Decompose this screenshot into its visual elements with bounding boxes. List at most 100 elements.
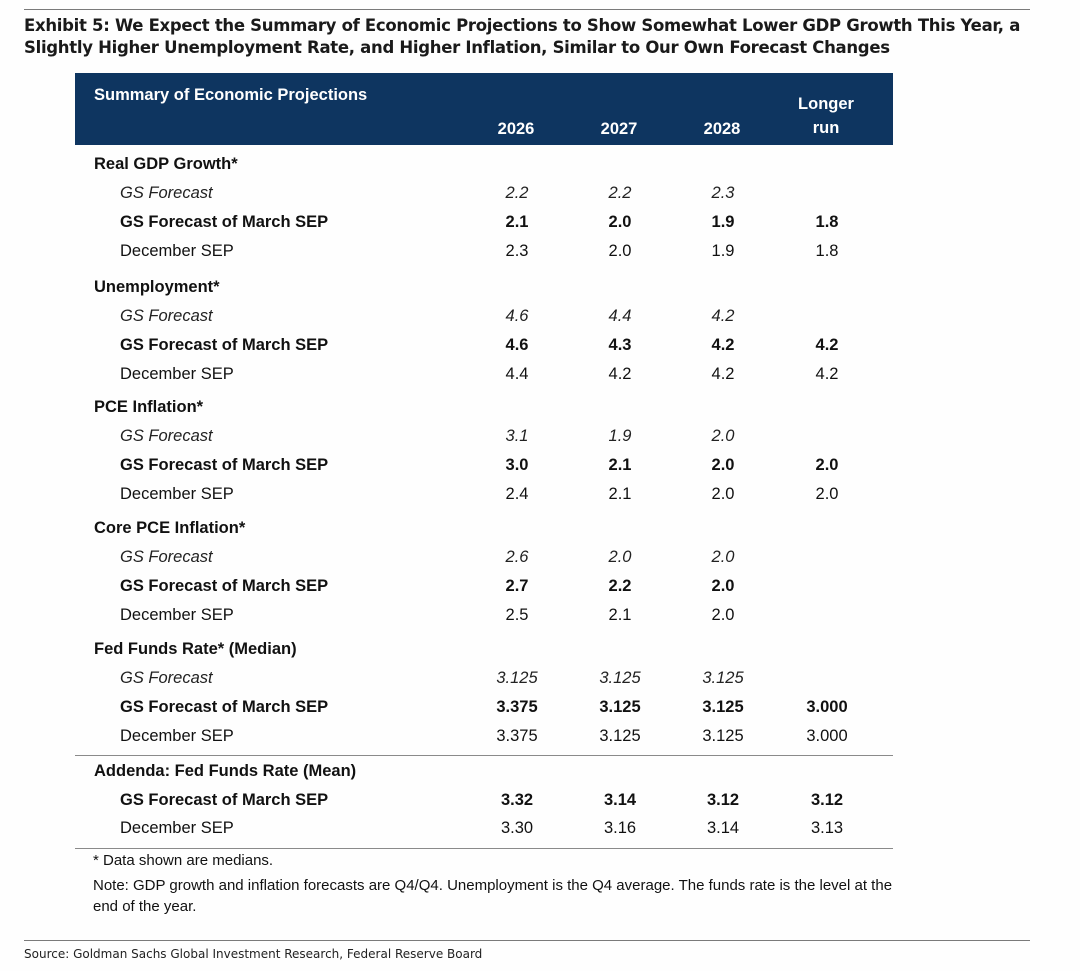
table-row: December SEP 3.375 3.125 3.125 3.000	[120, 727, 900, 749]
cell-value: 3.125	[599, 698, 641, 716]
cell-value: 4.2	[711, 365, 735, 383]
cell-value: 2.0	[711, 548, 735, 566]
notes-divider	[75, 848, 893, 849]
row-label: GS Forecast	[120, 548, 213, 566]
table-row: GS Forecast of March SEP 3.32 3.14 3.12 3.12	[120, 791, 900, 813]
table-row: GS Forecast of March SEP 2.1 2.0 1.9 1.8	[120, 213, 900, 235]
table-header: Summary of Economic Projections 2026 202…	[75, 73, 893, 145]
cell-value: 1.9	[711, 242, 735, 260]
cell-value: 3.125	[599, 669, 641, 687]
table-row: December SEP 3.30 3.16 3.14 3.13	[120, 819, 900, 841]
cell-value: 2.2	[608, 577, 632, 595]
row-label: GS Forecast of March SEP	[120, 213, 329, 231]
cell-value: 2.3	[505, 242, 529, 260]
cell-value: 4.6	[505, 307, 529, 325]
addenda-divider	[75, 755, 893, 756]
cell-value: 2.0	[608, 548, 632, 566]
row-label: GS Forecast of March SEP	[120, 791, 329, 809]
row-label: GS Forecast	[120, 427, 213, 445]
row-label: December SEP	[120, 485, 234, 503]
cell-value: 2.1	[505, 213, 529, 231]
cell-value: 4.2	[815, 365, 839, 383]
cell-value: 4.6	[505, 336, 529, 354]
cell-value: 2.4	[505, 485, 529, 503]
section-title: Addenda: Fed Funds Rate (Mean)	[94, 762, 357, 780]
cell-value: 3.0	[505, 456, 529, 474]
source-line: Source: Goldman Sachs Global Investment …	[24, 947, 483, 961]
cell-value: 3.125	[702, 669, 744, 687]
section-title: Unemployment*	[94, 278, 220, 296]
cell-value: 2.0	[608, 213, 632, 231]
cell-value: 3.125	[496, 669, 538, 687]
cell-value: 2.0	[711, 427, 735, 445]
note-text: Note: GDP growth and inflation forecasts…	[93, 877, 893, 915]
row-label: GS Forecast	[120, 184, 213, 202]
row-label: GS Forecast of March SEP	[120, 577, 329, 595]
cell-value: 3.14	[603, 791, 637, 809]
col-header-2027: 2027	[600, 120, 638, 138]
cell-value: 2.1	[608, 456, 632, 474]
row-label: December SEP	[120, 365, 234, 383]
cell-value: 2.0	[711, 606, 735, 624]
row-label: December SEP	[120, 727, 234, 745]
cell-value: 3.000	[806, 727, 848, 745]
cell-value: 3.125	[702, 727, 744, 745]
top-rule	[24, 9, 1030, 10]
col-header-2026: 2026	[497, 120, 535, 138]
cell-value: 2.0	[711, 456, 735, 474]
row-label: December SEP	[120, 242, 234, 260]
cell-value: 3.13	[810, 819, 844, 837]
cell-value: 1.9	[608, 427, 632, 445]
table-row: December SEP 2.3 2.0 1.9 1.8	[120, 242, 900, 264]
section-title: PCE Inflation*	[94, 398, 204, 416]
longer-run-line-1: Longer	[798, 95, 854, 113]
cell-value: 4.4	[608, 307, 632, 325]
cell-value: 2.6	[505, 548, 529, 566]
section-title: Real GDP Growth*	[94, 155, 238, 173]
row-label: GS Forecast	[120, 307, 213, 325]
row-label: GS Forecast	[120, 669, 213, 687]
table-row: GS Forecast of March SEP 3.375 3.125 3.125 3…	[120, 698, 900, 720]
longer-run-line-2: run	[812, 119, 840, 137]
section-title: Fed Funds Rate* (Median)	[94, 640, 297, 658]
cell-value: 4.2	[815, 336, 839, 354]
cell-value: 2.1	[608, 606, 632, 624]
table-row: December SEP 4.4 4.2 4.2 4.2	[120, 365, 900, 387]
cell-value: 2.2	[608, 184, 632, 202]
table-row: GS Forecast 4.6 4.4 4.2	[120, 307, 900, 329]
table-row: GS Forecast 3.125 3.125 3.125	[120, 669, 900, 691]
exhibit-title: Exhibit 5: We Expect the Summary of Econ…	[24, 16, 1021, 57]
row-label: December SEP	[120, 819, 234, 837]
cell-value: 3.1	[505, 427, 529, 445]
cell-value: 2.7	[505, 577, 529, 595]
cell-value: 3.12	[810, 791, 844, 809]
cell-value: 1.9	[711, 213, 735, 231]
cell-value: 3.30	[500, 819, 534, 837]
cell-value: 3.375	[496, 698, 538, 716]
cell-value: 4.2	[711, 307, 735, 325]
bottom-rule	[24, 940, 1030, 941]
cell-value: 3.000	[806, 698, 848, 716]
table-row: GS Forecast of March SEP 2.7 2.2 2.0	[120, 577, 900, 599]
cell-value: 2.0	[815, 456, 839, 474]
col-header-longer-run: Longer run	[771, 92, 881, 140]
row-label: GS Forecast of March SEP	[120, 456, 329, 474]
cell-value: 1.8	[815, 242, 839, 260]
cell-value: 2.0	[608, 242, 632, 260]
cell-value: 2.1	[608, 485, 632, 503]
cell-value: 2.2	[505, 184, 529, 202]
table-row: December SEP 2.5 2.1 2.0	[120, 606, 900, 628]
cell-value: 3.375	[496, 727, 538, 745]
table-row: GS Forecast of March SEP 4.6 4.3 4.2 4.2	[120, 336, 900, 358]
row-label: December SEP	[120, 606, 234, 624]
cell-value: 3.14	[706, 819, 740, 837]
cell-value: 4.2	[711, 336, 735, 354]
cell-value: 2.0	[711, 577, 735, 595]
cell-value: 3.125	[702, 698, 744, 716]
table-row: GS Forecast 2.6 2.0 2.0	[120, 548, 900, 570]
row-label: GS Forecast of March SEP	[120, 336, 329, 354]
table-row: GS Forecast 3.1 1.9 2.0	[120, 427, 900, 449]
cell-value: 2.0	[711, 485, 735, 503]
cell-value: 2.0	[815, 485, 839, 503]
cell-value: 4.2	[608, 365, 632, 383]
